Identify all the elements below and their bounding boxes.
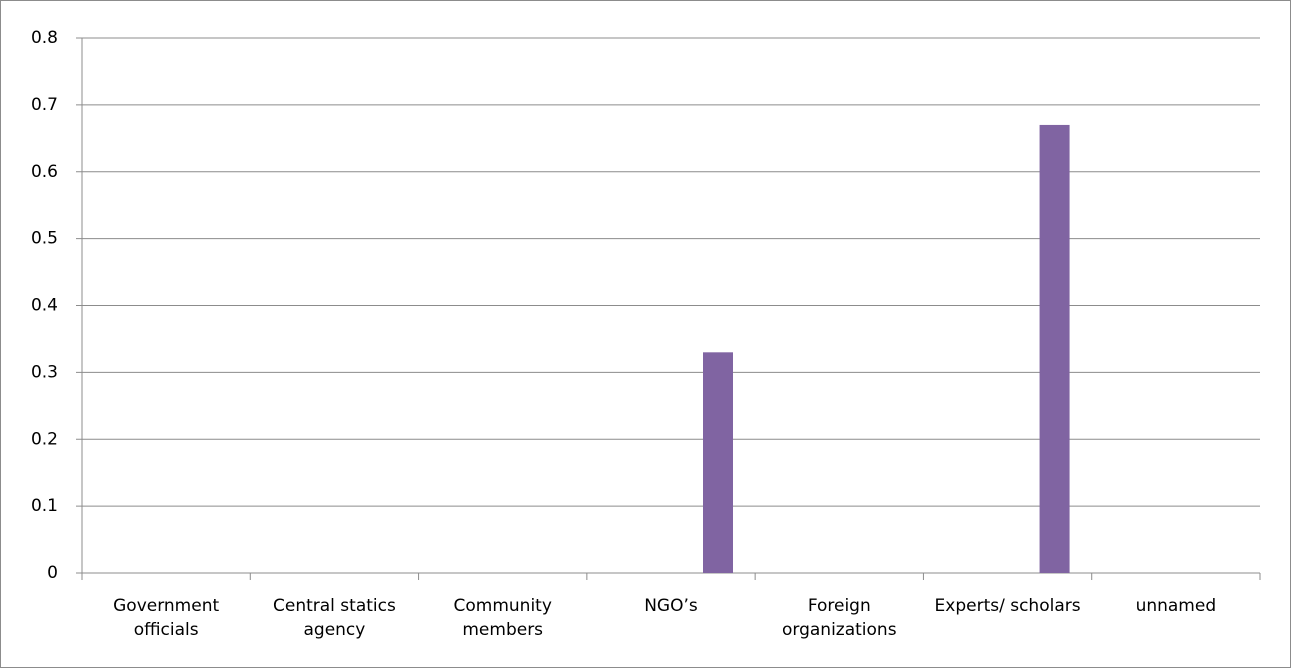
y-tick-label: 0.8 [31,28,58,48]
bar [703,352,733,573]
y-tick-label: 0.7 [31,95,58,115]
x-tick-label: NGO’s [644,596,698,616]
y-tick-label: 0.6 [31,162,58,182]
x-tick-label: Experts/ scholars [934,596,1081,616]
y-tick-label: 0.4 [31,296,58,316]
y-tick-label: 0.1 [31,496,58,516]
x-tick-label: Foreign organizations [782,596,897,640]
y-tick-label: 0 [47,563,58,583]
x-tick-label: unnamed [1135,596,1217,616]
x-tick-label: Central statics agency [273,596,396,640]
y-tick-label: 0.2 [31,429,58,449]
x-tick-label: Government officials [113,596,220,640]
y-tick-label: 0.3 [31,362,58,382]
x-tick-label: Community members [453,596,552,640]
bar [1039,124,1070,573]
y-tick-label: 0.5 [31,229,58,249]
